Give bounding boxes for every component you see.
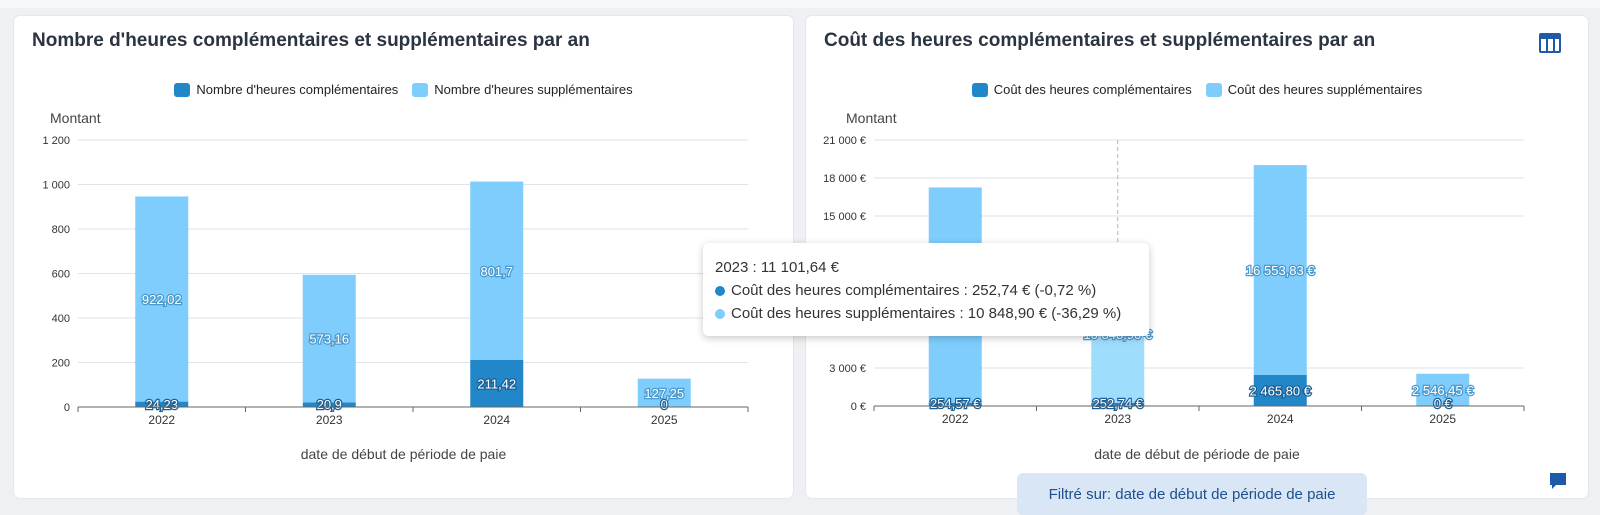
tooltip-dot — [715, 285, 725, 296]
legend-label: Nombre d'heures complémentaires — [196, 82, 399, 97]
tooltip-title: 2023 : 11 101,64 € — [715, 259, 839, 276]
x-axis-title: date de début de période de paie — [1094, 446, 1300, 462]
x-tick-label: 2025 — [1429, 412, 1456, 426]
data-label: 16 553,83 € — [1246, 263, 1315, 278]
bar-segment — [1416, 373, 1470, 406]
y-tick-label: 18 000 € — [823, 173, 866, 185]
legend-item-cout-supplementaires[interactable]: Coût des heures supplémentaires — [1205, 82, 1423, 97]
data-label: 20,9 — [317, 397, 342, 412]
x-tick-label: 2022 — [942, 412, 969, 426]
legend-label: Nombre d'heures supplémentaires — [434, 82, 633, 97]
x-tick-label: 2025 — [651, 413, 678, 427]
data-label: 211,42 — [477, 376, 516, 391]
y-tick-label: 0 € — [851, 401, 866, 413]
filter-pill[interactable]: Filtré sur: date de début de période de … — [1017, 473, 1367, 515]
cost-chart-legend: Coût des heures complémentaires Coût des… — [806, 82, 1588, 97]
bar-segment — [928, 402, 982, 406]
top-strip — [0, 0, 1600, 8]
x-tick-label: 2023 — [1104, 412, 1131, 426]
y-axis-title: Montant — [50, 110, 101, 126]
bar-segment — [302, 274, 356, 403]
legend-item-cout-complementaires[interactable]: Coût des heures complémentaires — [971, 82, 1192, 97]
bar-segment — [470, 181, 524, 360]
bar-segment — [1253, 374, 1307, 406]
y-tick-label: 400 — [52, 313, 70, 325]
legend-label: Coût des heures complémentaires — [993, 82, 1192, 97]
data-label: 252,74 € — [1092, 396, 1143, 411]
bar-segment — [1091, 402, 1145, 406]
filter-label: Filtré sur: date de début de période de … — [1048, 485, 1336, 503]
x-tick-label: 2022 — [148, 413, 175, 427]
hours-chart-title: Nombre d'heures complémentaires et suppl… — [32, 30, 590, 51]
data-label: 0 € — [1434, 396, 1453, 411]
legend-swatch-complementaires — [971, 82, 988, 97]
y-tick-label: 1 200 — [42, 135, 70, 147]
data-label: 254,57 € — [930, 396, 981, 411]
hours-bar-chart: 0 200 400 600 800 1 000 1 200 24,23 922,02 20,9 57… — [42, 135, 749, 427]
y-tick-label: 800 — [52, 224, 70, 236]
y-tick-label: 15 000 € — [823, 211, 866, 223]
tooltip-dot — [715, 308, 725, 319]
tooltip-row-text: Coût des heures supplémentaires : 10 848… — [731, 305, 1122, 322]
data-label: 922,02 — [142, 292, 182, 307]
hours-chart-legend: Nombre d'heures complémentaires Nombre d… — [14, 82, 793, 97]
legend-swatch-supplementaires — [412, 82, 429, 97]
legend-label: Coût des heures supplémentaires — [1227, 82, 1423, 97]
bar-segment — [135, 196, 189, 402]
legend-item-supplementaires[interactable]: Nombre d'heures supplémentaires — [412, 82, 633, 97]
data-label: 24,23 — [145, 397, 178, 412]
bar-segment — [470, 359, 524, 407]
tooltip-row-complementaires: Coût des heures complémentaires : 252,74… — [715, 282, 1096, 299]
tooltip-row-supplementaires: Coût des heures supplémentaires : 10 848… — [715, 305, 1121, 322]
legend-swatch-supplementaires — [1205, 82, 1222, 97]
y-tick-label: 600 — [52, 269, 70, 281]
x-tick-label: 2023 — [316, 413, 343, 427]
legend-item-complementaires[interactable]: Nombre d'heures complémentaires — [174, 82, 398, 97]
x-tick-label: 2024 — [483, 413, 510, 427]
data-label: 127,25 — [644, 386, 684, 401]
data-label: 2 546,45 € — [1412, 383, 1474, 398]
y-tick-label: 21 000 € — [823, 135, 866, 147]
y-tick-label: 0 — [64, 402, 70, 414]
chart-tooltip: 2023 : 11 101,64 € Coût des heures compl… — [703, 243, 1149, 336]
bar-segment — [1253, 165, 1307, 375]
data-label: 573,16 — [309, 332, 349, 347]
data-label: 801,7 — [480, 264, 513, 279]
x-tick-label: 2024 — [1267, 412, 1294, 426]
cost-chart-title: Coût des heures complémentaires et suppl… — [824, 30, 1376, 51]
bar-segment — [302, 402, 356, 407]
tooltip-row-text: Coût des heures complémentaires : 252,74… — [731, 282, 1097, 299]
bar-segment — [135, 401, 189, 407]
y-tick-label: 200 — [52, 358, 70, 370]
data-label: 2 465,80 € — [1250, 383, 1312, 398]
comment-icon[interactable] — [1548, 471, 1568, 491]
legend-swatch-complementaires — [174, 82, 191, 97]
y-tick-label: 3 000 € — [829, 363, 866, 375]
bar-segment — [637, 378, 691, 407]
hours-chart-card: Nombre d'heures complémentaires et suppl… — [14, 16, 793, 498]
x-axis-title: date de début de période de paie — [300, 446, 507, 462]
y-axis-title: Montant — [846, 110, 897, 126]
data-label: 0 — [661, 397, 668, 412]
table-icon[interactable] — [1538, 32, 1562, 54]
y-tick-label: 1 000 — [42, 180, 70, 192]
